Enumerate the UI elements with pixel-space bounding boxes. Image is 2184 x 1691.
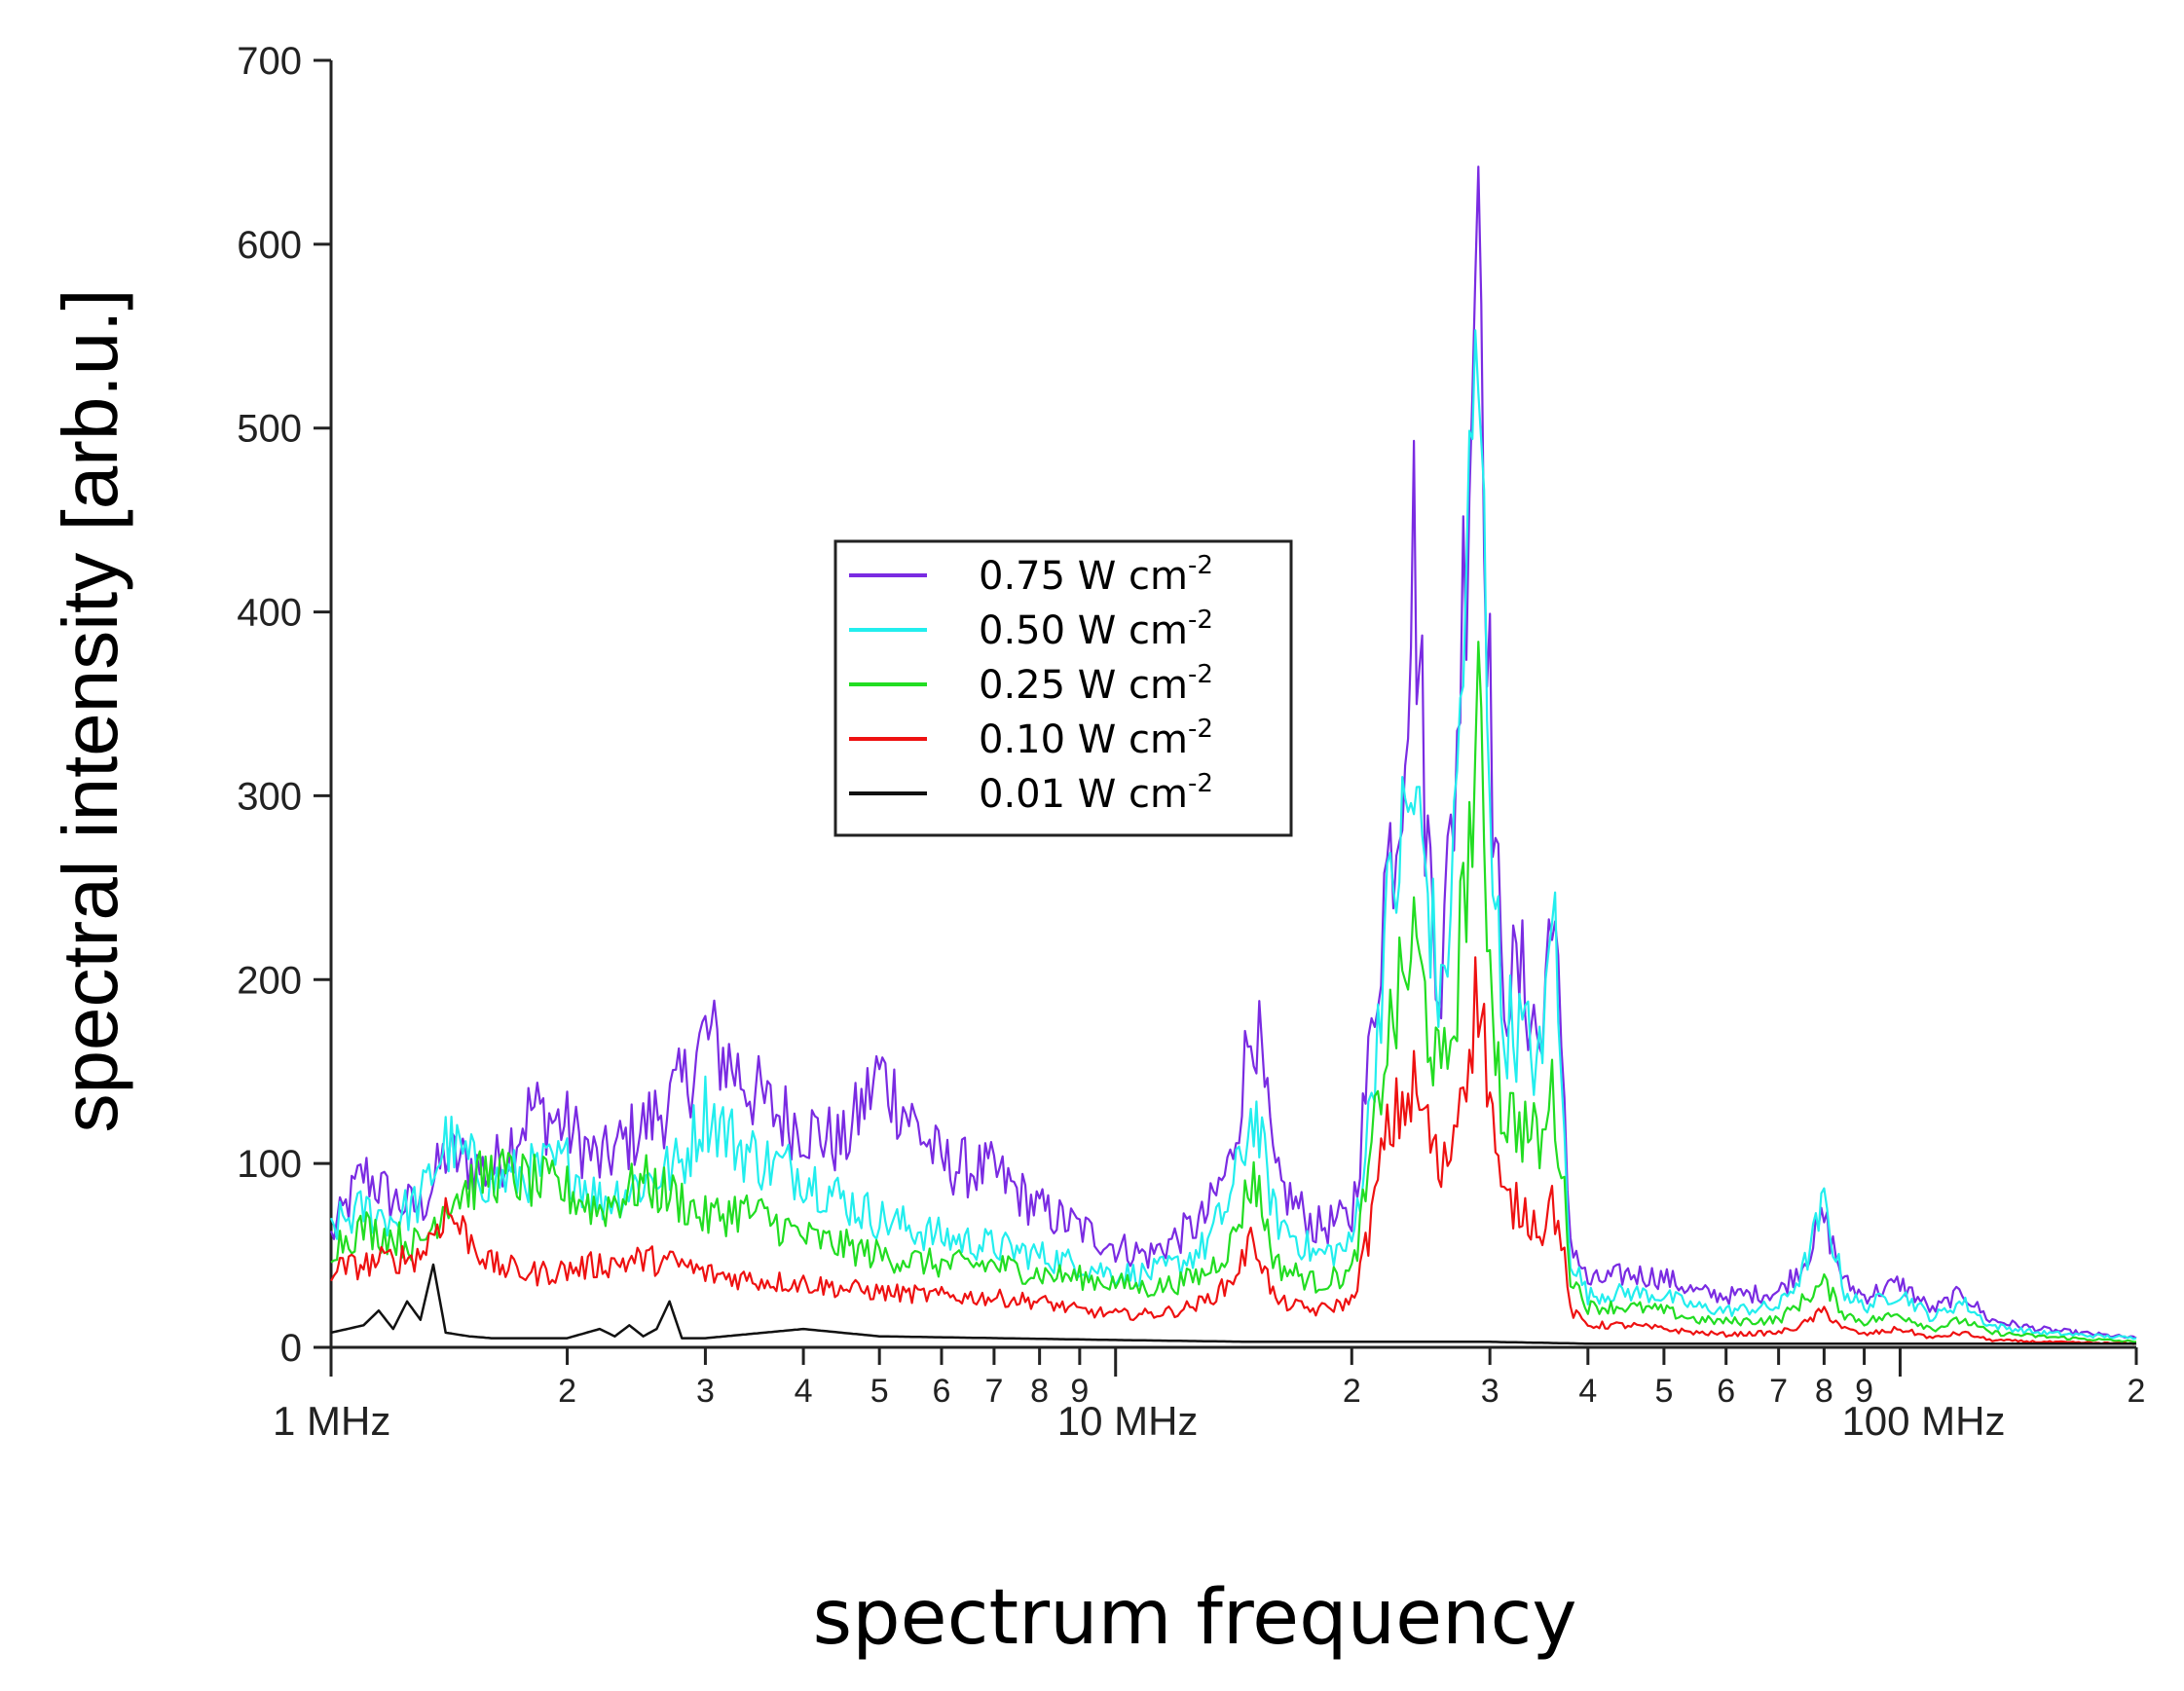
x-major-tick-label: 1 MHz <box>273 1398 390 1444</box>
y-tick-label: 300 <box>237 775 302 818</box>
x-minor-tick-label: 2 <box>558 1373 576 1410</box>
axes <box>329 60 2136 1349</box>
x-minor-tick-label: 9 <box>1070 1373 1089 1410</box>
series-line <box>329 329 2137 1341</box>
x-minor-tick-label: 8 <box>1815 1373 1833 1410</box>
y-tick-label: 500 <box>237 408 302 451</box>
y-tick-label: 200 <box>237 959 302 1002</box>
x-minor-tick-label: 7 <box>984 1373 1003 1410</box>
x-minor-tick-label: 4 <box>1578 1373 1597 1410</box>
legend: 0.75 W cm-2 0.50 W cm-2 0.25 W cm-2 0.10 W … <box>833 539 1293 837</box>
x-minor-tick-label: 9 <box>1855 1373 1873 1410</box>
x-minor-tick-label: 4 <box>795 1373 813 1410</box>
x-minor-tick-label: 6 <box>933 1373 951 1410</box>
x-minor-tick-label: 7 <box>1769 1373 1788 1410</box>
legend-box <box>833 539 1293 837</box>
y-tick-label: 400 <box>237 592 302 635</box>
x-axis-label: spectrum frequency <box>812 1574 1576 1662</box>
series-line <box>330 1263 2136 1345</box>
y-tick-label: 0 <box>280 1327 302 1370</box>
legend-label: 0.01 W cm-2 <box>979 769 1213 817</box>
x-minor-tick-label: 5 <box>1654 1373 1673 1410</box>
x-major-tick-label: 10 MHz <box>1057 1398 1199 1444</box>
x-minor-tick-label: 2 <box>2128 1373 2146 1410</box>
x-minor-tick-label: 3 <box>1481 1373 1499 1410</box>
y-axis-label: spectral intensity [arb.u.] <box>47 288 133 1132</box>
y-tick-label: 600 <box>237 224 302 267</box>
x-major-tick-label: 100 MHz <box>1841 1398 2005 1444</box>
y-ticks: 0 100 200 300 400 500 600 700 <box>237 40 331 1370</box>
x-minor-tick-label: 2 <box>1343 1373 1361 1410</box>
series-line <box>330 641 2136 1343</box>
y-tick-label: 700 <box>237 40 302 83</box>
x-minor-tick-label: 8 <box>1030 1373 1049 1410</box>
legend-label: 0.10 W cm-2 <box>979 715 1213 762</box>
series-layer <box>329 165 2137 1345</box>
x-minor-tick-label: 5 <box>870 1373 889 1410</box>
y-tick-label: 100 <box>237 1143 302 1186</box>
legend-label: 0.75 W cm-2 <box>979 551 1213 599</box>
x-minor-tick-label: 3 <box>696 1373 715 1410</box>
series-line <box>330 956 2137 1345</box>
legend-label: 0.50 W cm-2 <box>979 606 1213 653</box>
x-minor-tick-label: 6 <box>1717 1373 1735 1410</box>
legend-label: 0.25 W cm-2 <box>979 660 1213 708</box>
